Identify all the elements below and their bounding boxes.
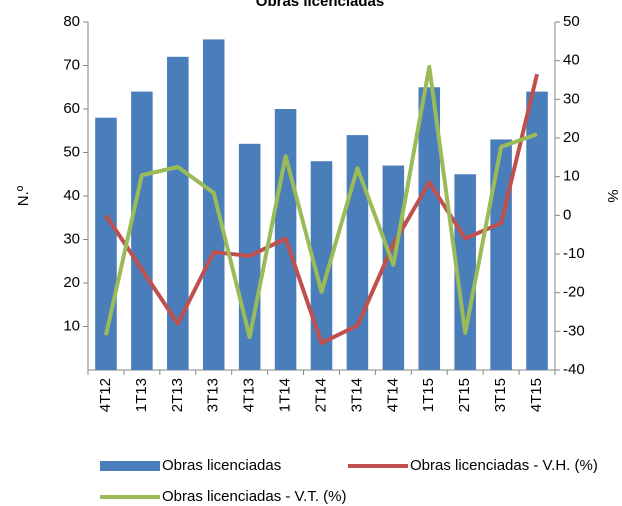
y-axis-label: N.º: [15, 185, 32, 206]
bar: [310, 161, 333, 370]
y2-tick-label: 50: [563, 13, 580, 30]
y2-tick-label: 10: [563, 168, 580, 185]
y2-tick-label: -20: [563, 284, 585, 301]
bar: [490, 139, 512, 370]
y-tick-label: 40: [63, 187, 80, 204]
x-tick-label: 3T14: [348, 378, 365, 412]
x-tick-label: 1T13: [133, 378, 150, 412]
x-tick-label: 3T13: [205, 378, 222, 412]
x-tick-label: 1T14: [277, 378, 294, 412]
line: [104, 73, 539, 345]
y2-tick-label: -40: [563, 361, 585, 378]
x-tick-label: 4T15: [528, 378, 545, 412]
y-tick-label: 70: [63, 56, 80, 73]
y-tick-label: 80: [63, 13, 80, 30]
bar: [382, 165, 405, 370]
y2-axis-label: %: [604, 189, 621, 202]
y-tick-label: 20: [63, 274, 80, 291]
y-tick-label: 10: [63, 317, 80, 334]
x-tick-label: 4T14: [384, 378, 401, 412]
legend-swatch: [100, 461, 160, 471]
x-tick-label: 4T13: [241, 378, 258, 412]
line: [104, 64, 538, 340]
bar: [454, 174, 476, 370]
bar: [526, 91, 548, 370]
y-tick-label: 30: [63, 230, 80, 247]
bar: [131, 91, 153, 370]
y2-tick-label: 0: [563, 206, 571, 223]
y2-tick-label: 30: [563, 90, 580, 107]
chart-title: Obras licenciadas: [256, 0, 384, 10]
y2-tick-label: -30: [563, 322, 585, 339]
x-tick-label: 2T13: [169, 378, 186, 412]
y2-tick-label: -10: [563, 245, 585, 262]
y-tick-label: 50: [63, 143, 80, 160]
bar: [202, 39, 225, 371]
y2-tick-label: 40: [563, 52, 580, 69]
legend-label: Obras licenciadas - V.T. (%): [162, 488, 347, 505]
x-tick-label: 3T15: [492, 378, 509, 412]
x-tick-label: 2T15: [456, 378, 473, 412]
y2-tick-label: 20: [563, 129, 580, 146]
x-tick-label: 1T15: [420, 378, 437, 412]
legend-label: Obras licenciadas - V.H. (%): [410, 457, 598, 474]
y-tick-label: 60: [63, 100, 80, 117]
bar: [418, 87, 441, 370]
x-tick-label: 4T12: [97, 378, 114, 412]
bar: [167, 56, 189, 371]
x-tick-label: 2T14: [312, 378, 329, 412]
legend-label: Obras licenciadas: [162, 457, 281, 474]
